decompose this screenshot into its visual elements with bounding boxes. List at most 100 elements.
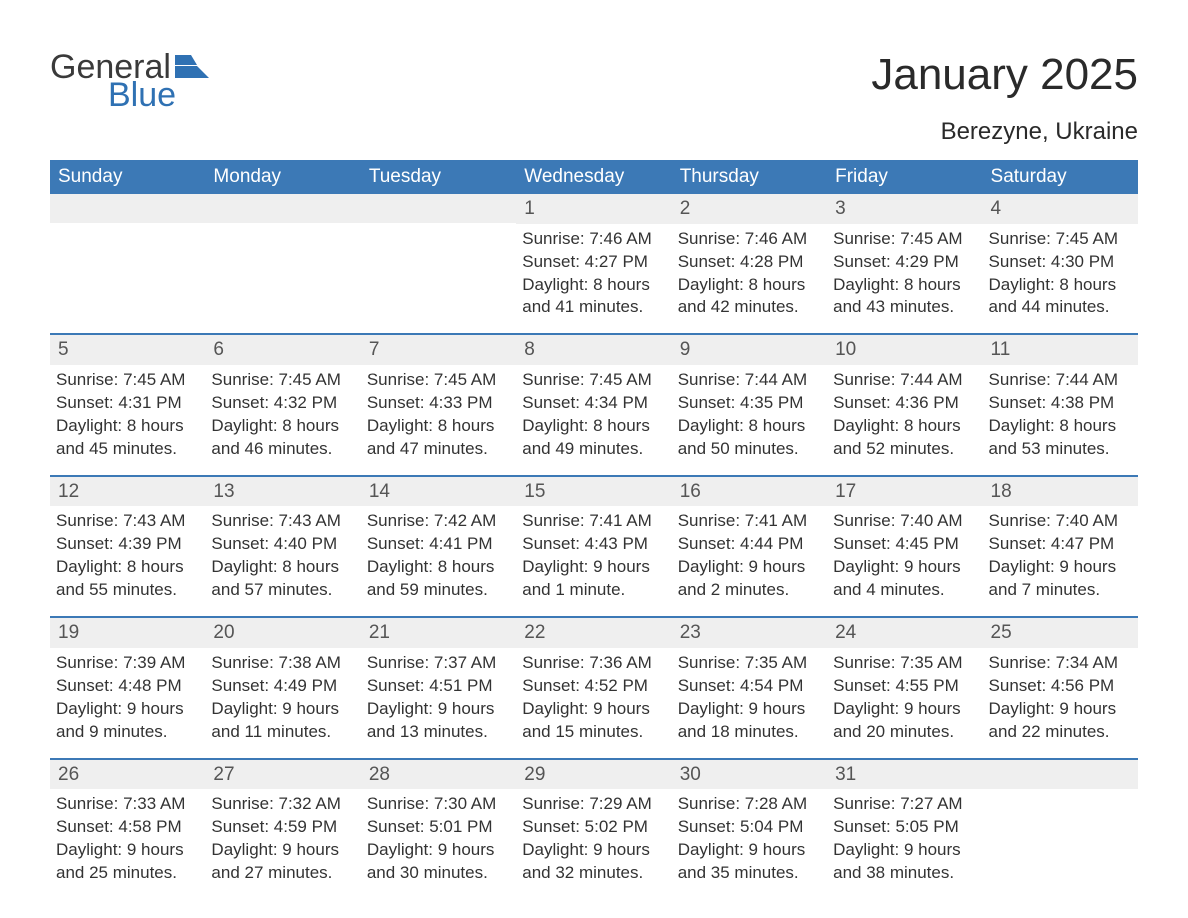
daylight-line-1: Daylight: 9 hours [678,839,821,862]
day-number: 17 [827,477,982,507]
calendar-day-cell: 24Sunrise: 7:35 AMSunset: 4:55 PMDayligh… [827,618,982,757]
daylight-line-2: and 2 minutes. [678,579,821,602]
sunset-text: Sunset: 4:27 PM [522,251,665,274]
calendar-week: 26Sunrise: 7:33 AMSunset: 4:58 PMDayligh… [50,758,1138,899]
weekday-name: Thursday [672,160,827,194]
calendar-day-cell: 1Sunrise: 7:46 AMSunset: 4:27 PMDaylight… [516,194,671,333]
sunset-text: Sunset: 5:01 PM [367,816,510,839]
day-number: 23 [672,618,827,648]
daylight-line-2: and 1 minute. [522,579,665,602]
sunrise-text: Sunrise: 7:41 AM [522,510,665,533]
calendar-day-cell: 9Sunrise: 7:44 AMSunset: 4:35 PMDaylight… [672,335,827,474]
sunrise-text: Sunrise: 7:39 AM [56,652,199,675]
daylight-line-1: Daylight: 9 hours [56,839,199,862]
day-number: 16 [672,477,827,507]
daylight-line-1: Daylight: 9 hours [367,698,510,721]
sunset-text: Sunset: 4:32 PM [211,392,354,415]
sunset-text: Sunset: 4:45 PM [833,533,976,556]
daylight-line-2: and 59 minutes. [367,579,510,602]
calendar-day-cell: 27Sunrise: 7:32 AMSunset: 4:59 PMDayligh… [205,760,360,899]
day-number: 1 [516,194,671,224]
day-number: 2 [672,194,827,224]
calendar-day-cell: 3Sunrise: 7:45 AMSunset: 4:29 PMDaylight… [827,194,982,333]
daylight-line-2: and 25 minutes. [56,862,199,885]
calendar-day-cell [205,194,360,333]
day-number: 6 [205,335,360,365]
calendar-day-cell: 4Sunrise: 7:45 AMSunset: 4:30 PMDaylight… [983,194,1138,333]
day-number [50,194,205,223]
daylight-line-2: and 20 minutes. [833,721,976,744]
calendar-grid: Sunday Monday Tuesday Wednesday Thursday… [50,160,1138,899]
sunrise-text: Sunrise: 7:45 AM [989,228,1132,251]
sunrise-text: Sunrise: 7:32 AM [211,793,354,816]
daylight-line-1: Daylight: 8 hours [522,274,665,297]
sunrise-text: Sunrise: 7:37 AM [367,652,510,675]
daylight-line-1: Daylight: 9 hours [56,698,199,721]
sunset-text: Sunset: 4:51 PM [367,675,510,698]
weekday-name: Tuesday [361,160,516,194]
day-number [205,194,360,223]
daylight-line-1: Daylight: 9 hours [211,839,354,862]
calendar-day-cell: 31Sunrise: 7:27 AMSunset: 5:05 PMDayligh… [827,760,982,899]
title-block: January 2025 Berezyne, Ukraine [871,50,1138,146]
daylight-line-1: Daylight: 9 hours [833,839,976,862]
sunrise-text: Sunrise: 7:41 AM [678,510,821,533]
calendar-day-cell: 16Sunrise: 7:41 AMSunset: 4:44 PMDayligh… [672,477,827,616]
calendar-day-cell: 20Sunrise: 7:38 AMSunset: 4:49 PMDayligh… [205,618,360,757]
calendar-day-cell: 12 Sunrise: 7:43 AMSunset: 4:39 PMDayligh… [50,477,205,616]
sunset-text: Sunset: 5:04 PM [678,816,821,839]
day-number: 30 [672,760,827,790]
calendar-week: 12 Sunrise: 7:43 AMSunset: 4:39 PMDayligh… [50,475,1138,616]
calendar-day-cell: 25Sunrise: 7:34 AMSunset: 4:56 PMDayligh… [983,618,1138,757]
day-number: 12 [50,477,205,507]
daylight-line-1: Daylight: 8 hours [56,556,199,579]
daylight-line-2: and 41 minutes. [522,296,665,319]
sunset-text: Sunset: 4:39 PM [56,533,199,556]
day-number: 4 [983,194,1138,224]
sunrise-text: Sunrise: 7:42 AM [367,510,510,533]
sunrise-text: Sunrise: 7:30 AM [367,793,510,816]
day-number: 7 [361,335,516,365]
calendar-week: 19Sunrise: 7:39 AMSunset: 4:48 PMDayligh… [50,616,1138,757]
weekday-name: Monday [205,160,360,194]
sunset-text: Sunset: 4:29 PM [833,251,976,274]
month-title: January 2025 [871,50,1138,100]
weekday-name: Wednesday [516,160,671,194]
daylight-line-2: and 44 minutes. [989,296,1132,319]
daylight-line-1: Daylight: 9 hours [522,698,665,721]
daylight-line-2: and 15 minutes. [522,721,665,744]
day-number: 8 [516,335,671,365]
daylight-line-2: and 4 minutes. [833,579,976,602]
brand-logo: General Blue [50,50,209,112]
daylight-line-2: and 9 minutes. [56,721,199,744]
day-number: 22 [516,618,671,648]
sunrise-text: Sunrise: 7:45 AM [211,369,354,392]
sunrise-text: Sunrise: 7:45 AM [833,228,976,251]
daylight-line-1: Daylight: 9 hours [833,698,976,721]
sunset-text: Sunset: 4:44 PM [678,533,821,556]
daylight-line-1: Daylight: 8 hours [678,274,821,297]
sunrise-text: Sunrise: 7:43 AM [56,510,199,533]
sunset-text: Sunset: 4:56 PM [989,675,1132,698]
sunrise-text: Sunrise: 7:44 AM [989,369,1132,392]
sunset-text: Sunset: 4:36 PM [833,392,976,415]
sunset-text: Sunset: 5:05 PM [833,816,976,839]
daylight-line-1: Daylight: 8 hours [211,415,354,438]
calendar-day-cell [50,194,205,333]
sunrise-text: Sunrise: 7:38 AM [211,652,354,675]
weekday-name: Sunday [50,160,205,194]
sunset-text: Sunset: 4:59 PM [211,816,354,839]
calendar-day-cell: 7Sunrise: 7:45 AMSunset: 4:33 PMDaylight… [361,335,516,474]
calendar-day-cell: 13Sunrise: 7:43 AMSunset: 4:40 PMDayligh… [205,477,360,616]
calendar-day-cell: 17Sunrise: 7:40 AMSunset: 4:45 PMDayligh… [827,477,982,616]
day-number [983,760,1138,789]
sunrise-text: Sunrise: 7:35 AM [678,652,821,675]
sunrise-text: Sunrise: 7:35 AM [833,652,976,675]
sunset-text: Sunset: 5:02 PM [522,816,665,839]
weekday-name: Saturday [983,160,1138,194]
daylight-line-2: and 38 minutes. [833,862,976,885]
sunset-text: Sunset: 4:28 PM [678,251,821,274]
day-number: 21 [361,618,516,648]
day-number: 5 [50,335,205,365]
calendar-day-cell: 29Sunrise: 7:29 AMSunset: 5:02 PMDayligh… [516,760,671,899]
